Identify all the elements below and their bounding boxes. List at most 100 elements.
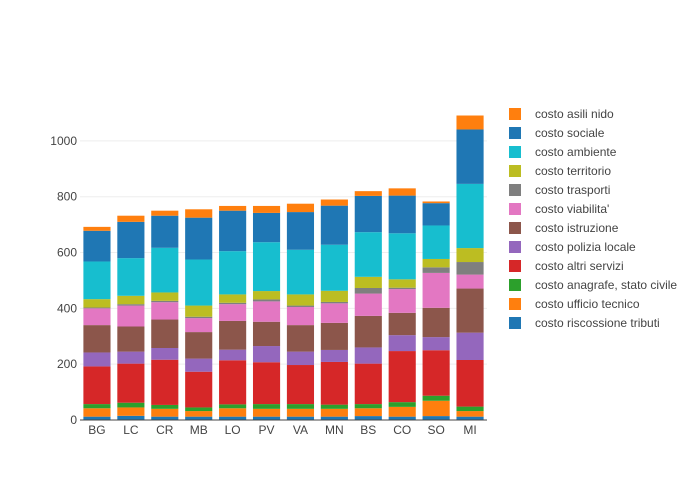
bar-segment[interactable] (252, 242, 281, 292)
bar-segment[interactable] (354, 347, 382, 364)
bar-segment[interactable] (456, 248, 484, 263)
legend-item[interactable]: costo polizia locale (509, 240, 636, 254)
bar-segment[interactable] (83, 416, 111, 420)
bar-segment[interactable] (83, 325, 111, 353)
bar-segment[interactable] (185, 305, 213, 317)
bar-segment[interactable] (456, 262, 484, 275)
bar-segment[interactable] (83, 230, 111, 262)
bar-segment[interactable] (286, 306, 315, 326)
bar-segment[interactable] (388, 335, 416, 352)
bar-segment[interactable] (286, 404, 315, 409)
bar-segment[interactable] (320, 205, 348, 245)
bar-segment[interactable] (286, 203, 315, 213)
bar-segment[interactable] (354, 191, 382, 196)
bar-segment[interactable] (388, 188, 416, 196)
bar-segment[interactable] (185, 407, 213, 412)
bar-segment[interactable] (354, 416, 382, 420)
bar-segment[interactable] (151, 408, 179, 417)
bar-segment[interactable] (388, 233, 416, 280)
bar-segment[interactable] (83, 226, 111, 231)
bar-segment[interactable] (456, 359, 484, 407)
bar-segment[interactable] (354, 293, 382, 316)
bar-segment[interactable] (151, 319, 179, 348)
bar-segment[interactable] (354, 408, 382, 417)
bar-segment[interactable] (185, 217, 213, 260)
bar-segment[interactable] (422, 337, 450, 351)
bar-segment[interactable] (83, 308, 111, 326)
bar-segment[interactable] (422, 400, 450, 417)
bar-segment[interactable] (422, 350, 450, 396)
bar-segment[interactable] (286, 365, 315, 405)
legend-item[interactable]: costo trasporti (509, 183, 610, 197)
bar-segment[interactable] (117, 221, 145, 259)
bar-segment[interactable] (354, 276, 382, 288)
bar-segment[interactable] (252, 301, 281, 322)
bar-segment[interactable] (388, 402, 416, 407)
bar-segment[interactable] (219, 416, 247, 420)
legend-item[interactable]: costo asili nido (509, 107, 614, 121)
bar-segment[interactable] (151, 416, 179, 420)
bar-segment[interactable] (219, 205, 247, 211)
bar-segment[interactable] (83, 299, 111, 308)
bar-segment[interactable] (83, 408, 111, 417)
bar-segment[interactable] (422, 225, 450, 259)
bar-segment[interactable] (252, 205, 281, 213)
legend-item[interactable]: costo ambiente (509, 145, 617, 159)
bar-segment[interactable] (252, 346, 281, 363)
bar-segment[interactable] (388, 287, 416, 290)
bar-segment[interactable] (422, 267, 450, 273)
bar-segment[interactable] (185, 416, 213, 420)
bar-segment[interactable] (117, 326, 145, 352)
bar-segment[interactable] (422, 272, 450, 308)
bar-segment[interactable] (252, 404, 281, 409)
bar-segment[interactable] (286, 294, 315, 306)
bar-segment[interactable] (185, 259, 213, 306)
bar-segment[interactable] (286, 416, 315, 420)
bar-segment[interactable] (151, 215, 179, 248)
bar-segment[interactable] (219, 360, 247, 405)
bar-segment[interactable] (354, 195, 382, 233)
bar-segment[interactable] (252, 408, 281, 417)
bar-segment[interactable] (286, 212, 315, 250)
bar-segment[interactable] (286, 351, 315, 366)
bar-segment[interactable] (354, 232, 382, 277)
bar-segment[interactable] (252, 212, 281, 243)
bar-segment[interactable] (185, 371, 213, 408)
bar-segment[interactable] (320, 408, 348, 417)
bar-segment[interactable] (219, 210, 247, 252)
bar-segment[interactable] (219, 251, 247, 295)
legend-item[interactable]: costo territorio (509, 164, 611, 178)
bar-segment[interactable] (252, 416, 281, 420)
bar-segment[interactable] (252, 362, 281, 405)
legend-item[interactable]: costo altri servizi (509, 259, 624, 273)
bar-segment[interactable] (286, 408, 315, 417)
bar-segment[interactable] (117, 407, 145, 416)
bar-segment[interactable] (286, 325, 315, 352)
bar-segment[interactable] (185, 332, 213, 359)
bar-segment[interactable] (456, 332, 484, 360)
bar-segment[interactable] (320, 404, 348, 409)
bar-segment[interactable] (117, 351, 145, 364)
bar-segment[interactable] (320, 290, 348, 302)
bar-segment[interactable] (83, 261, 111, 300)
bar-segment[interactable] (83, 366, 111, 405)
bar-segment[interactable] (422, 395, 450, 401)
bar-segment[interactable] (151, 292, 179, 301)
legend-item[interactable]: costo ufficio tecnico (509, 297, 640, 311)
bar-segment[interactable] (286, 249, 315, 295)
bar-segment[interactable] (422, 203, 450, 226)
bar-segment[interactable] (320, 244, 348, 291)
bar-segment[interactable] (185, 316, 213, 319)
bar-segment[interactable] (219, 294, 247, 303)
bar-segment[interactable] (117, 402, 145, 408)
bar-segment[interactable] (388, 351, 416, 403)
bar-segment[interactable] (117, 363, 145, 403)
bar-segment[interactable] (185, 358, 213, 372)
bar-segment[interactable] (83, 404, 111, 409)
bar-segment[interactable] (151, 404, 179, 409)
bar-segment[interactable] (422, 307, 450, 338)
bar-segment[interactable] (388, 195, 416, 234)
bar-segment[interactable] (456, 129, 484, 184)
bar-segment[interactable] (219, 349, 247, 361)
bar-segment[interactable] (117, 304, 145, 306)
